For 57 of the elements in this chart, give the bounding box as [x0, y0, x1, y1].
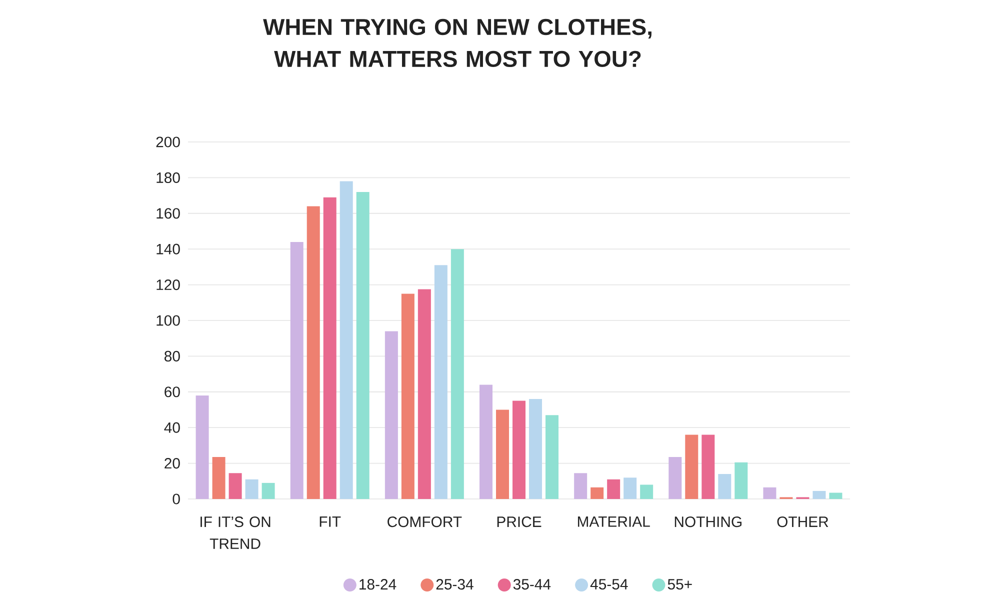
legend-label: 35-44 — [513, 579, 551, 590]
bar — [734, 462, 748, 499]
y-tick-label: 160 — [156, 208, 180, 219]
bar — [546, 415, 559, 499]
x-tick-label: PRICE — [497, 516, 542, 528]
bar — [290, 242, 304, 499]
y-tick-label: 140 — [156, 244, 180, 254]
x-tick-label: OTHER — [777, 516, 828, 528]
bar — [590, 487, 604, 499]
bar — [763, 487, 776, 499]
y-tick-label: 100 — [156, 315, 180, 326]
y-tick-label: 60 — [164, 386, 180, 398]
bar — [228, 473, 242, 499]
bar — [384, 331, 398, 499]
bar — [668, 457, 682, 499]
bar — [323, 197, 336, 499]
bar — [418, 289, 431, 499]
chart-title: WHEN TRYING ON NEW CLOTHES, WHAT MATTERS MOST TO YOU? — [263, 18, 652, 68]
bar — [356, 192, 370, 499]
bar — [812, 490, 826, 499]
bar — [512, 400, 526, 499]
x-tick-label: MATERIAL — [578, 516, 650, 527]
bar — [480, 384, 493, 499]
y-tick-label: 120 — [156, 279, 180, 290]
y-tick-label: 20 — [164, 458, 180, 469]
bar — [718, 474, 732, 499]
x-tick-label: COMFORT — [388, 516, 462, 528]
bar — [450, 249, 464, 499]
bar — [640, 484, 654, 499]
bar — [196, 395, 209, 499]
bar — [212, 457, 226, 499]
bar — [685, 434, 698, 499]
y-tick-label: 80 — [164, 350, 180, 362]
y-tick-label: 200 — [156, 136, 180, 148]
bar — [607, 479, 620, 499]
legend-label: 55+ — [668, 579, 692, 590]
x-tick-label: NOTHING — [674, 516, 742, 528]
bar — [574, 473, 588, 499]
y-tick-label: 180 — [156, 172, 180, 183]
bar — [245, 479, 258, 499]
bar — [624, 478, 637, 499]
legend-label: 25-34 — [436, 579, 474, 590]
bar — [702, 434, 715, 499]
x-tick-label: IF IT’S ON TREND — [200, 516, 270, 549]
y-tick-label: 0 — [172, 494, 180, 504]
legend-label: 18-24 — [360, 579, 396, 590]
x-tick-label: FIT — [320, 516, 341, 527]
bar — [340, 181, 353, 499]
bar — [306, 206, 320, 499]
bar — [434, 265, 448, 499]
legend-label: 45-54 — [590, 579, 628, 590]
bar — [401, 294, 414, 499]
bar — [829, 492, 842, 499]
bar — [529, 399, 542, 499]
bar — [496, 410, 510, 499]
y-tick-label: 40 — [164, 422, 180, 433]
bar — [262, 482, 275, 499]
